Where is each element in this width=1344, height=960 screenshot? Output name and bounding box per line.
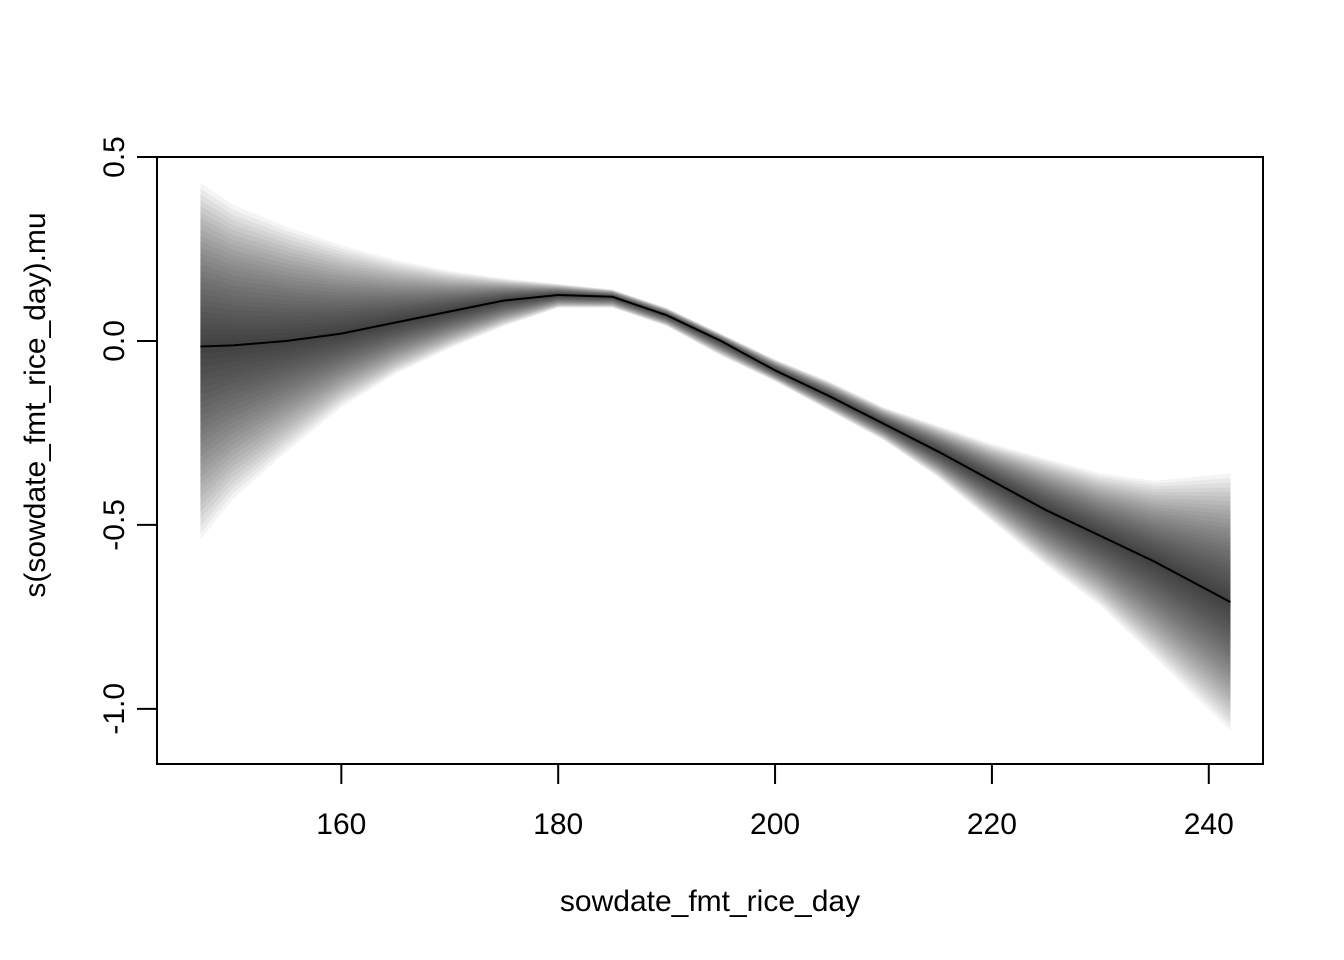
band-layer-17	[200, 247, 1231, 681]
x-tick-label: 180	[533, 808, 583, 841]
band-layer-14	[200, 264, 1231, 667]
smooth-curve	[200, 293, 1231, 603]
x-axis: 160 180 200 220 240	[316, 763, 1234, 841]
band-layer-24	[200, 206, 1231, 713]
x-tick-label: 160	[316, 808, 366, 841]
y-axis: -1.0 -0.5 0.0 0.5	[98, 136, 158, 735]
band-layer-26	[200, 194, 1231, 722]
band-layer-20	[200, 229, 1231, 695]
band-layer-15	[200, 258, 1231, 672]
band-layer-10	[200, 288, 1231, 649]
x-tick-label: 240	[1184, 808, 1234, 841]
band-layer-7	[200, 292, 1231, 635]
band-layer-4	[200, 293, 1231, 621]
band-layer-11	[200, 282, 1231, 653]
band-layer-21	[200, 223, 1231, 699]
band-layer-23	[200, 212, 1231, 708]
band-layer-5	[200, 293, 1231, 626]
y-axis-title: s(sowdate_fmt_rice_day).mu	[19, 212, 52, 597]
x-tick-label: 200	[750, 808, 800, 841]
fit-line	[200, 293, 1231, 603]
band-layer-18	[200, 241, 1231, 685]
band-layer-8	[200, 291, 1231, 639]
band-layer-22	[200, 217, 1231, 704]
band-layer-27	[200, 188, 1231, 727]
x-axis-title: sowdate_fmt_rice_day	[560, 885, 860, 918]
y-tick-label: 0.0	[98, 320, 131, 362]
band-layer-13	[200, 270, 1231, 662]
x-tick-label: 220	[967, 808, 1017, 841]
y-tick-label: -0.5	[98, 499, 131, 551]
band-layer-6	[200, 292, 1231, 630]
y-tick-label: -1.0	[98, 683, 131, 735]
confidence-band	[200, 182, 1231, 731]
band-layer-25	[200, 200, 1231, 718]
band-layer-19	[200, 235, 1231, 690]
band-layer-28	[200, 182, 1231, 731]
band-layer-12	[200, 276, 1231, 658]
band-layer-9	[200, 291, 1231, 644]
y-tick-label: 0.5	[98, 136, 131, 178]
